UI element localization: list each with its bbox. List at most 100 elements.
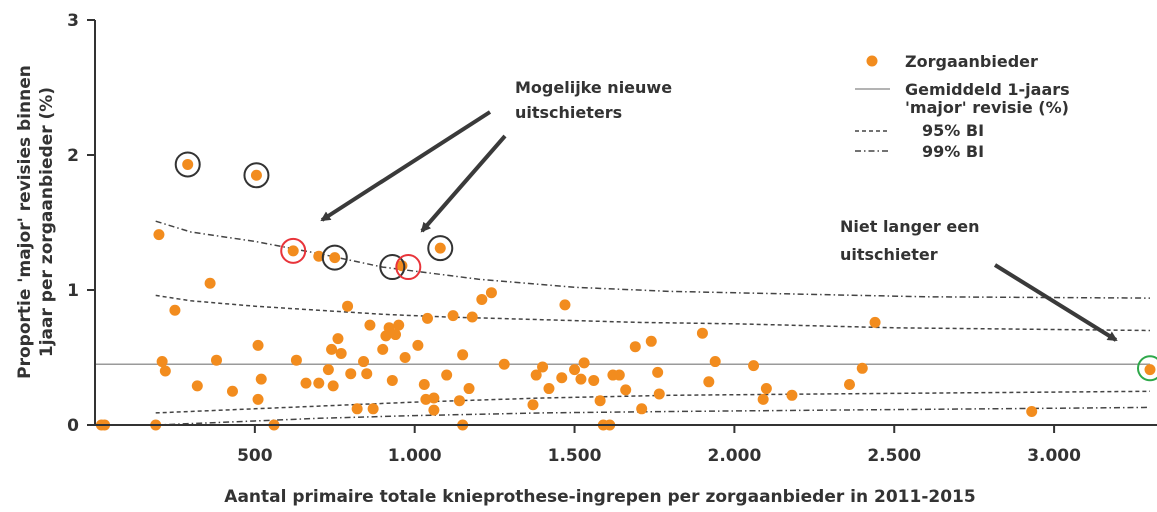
data-point bbox=[412, 339, 424, 351]
highlight-circle-red bbox=[395, 254, 422, 281]
x-axis-ticks: 500 1.000 1.500 2.000 2.500 3.000 bbox=[237, 425, 1081, 466]
data-point bbox=[1026, 406, 1038, 417]
data-point bbox=[757, 393, 769, 405]
data-point bbox=[182, 158, 194, 170]
data-point bbox=[498, 358, 510, 370]
data-point bbox=[527, 399, 539, 411]
arrow-nieuwe-left bbox=[320, 110, 492, 222]
data-point bbox=[290, 354, 302, 366]
highlight-circles bbox=[174, 151, 1157, 382]
data-point bbox=[226, 385, 238, 397]
data-point bbox=[786, 389, 798, 401]
highlight-circle-black bbox=[379, 254, 406, 281]
data-point bbox=[428, 392, 440, 404]
data-point bbox=[300, 377, 312, 389]
data-point bbox=[169, 304, 181, 316]
data-point bbox=[418, 379, 430, 390]
data-points bbox=[95, 158, 1156, 431]
highlight-circle-black bbox=[243, 162, 270, 189]
data-point bbox=[559, 299, 571, 311]
data-point bbox=[476, 293, 488, 305]
annotation-niet-langer-line1: Niet langer een bbox=[840, 217, 979, 236]
data-point bbox=[434, 242, 446, 254]
data-point bbox=[156, 356, 168, 368]
data-point bbox=[153, 229, 165, 241]
data-point bbox=[326, 343, 338, 355]
data-point bbox=[386, 374, 398, 386]
data-point bbox=[345, 368, 357, 380]
y-tick-label: 2 bbox=[67, 146, 79, 166]
data-point bbox=[358, 356, 370, 368]
legend-label-mean: Gemiddeld 1-jaars bbox=[905, 80, 1070, 99]
arrow-niet-langer bbox=[993, 263, 1118, 342]
data-point bbox=[393, 319, 405, 331]
data-point bbox=[760, 383, 772, 395]
ci95-lower-line bbox=[155, 390, 1151, 414]
data-point bbox=[367, 403, 379, 415]
x-axis-title: Aantal primaire totale knieprothese-ingr… bbox=[224, 487, 975, 507]
data-point bbox=[351, 403, 363, 415]
data-point bbox=[287, 245, 299, 257]
data-point bbox=[204, 277, 216, 289]
legend-label-99: 99% BI bbox=[922, 142, 984, 161]
data-point bbox=[1144, 364, 1156, 376]
highlight-circle-green bbox=[1137, 355, 1157, 382]
data-point bbox=[322, 364, 334, 376]
data-point bbox=[578, 357, 590, 369]
ci95-upper-line bbox=[155, 294, 1151, 332]
data-point bbox=[575, 373, 587, 385]
y-tick-label: 3 bbox=[67, 11, 79, 31]
data-point bbox=[530, 369, 542, 381]
highlight-circle-black bbox=[427, 235, 454, 262]
data-point bbox=[332, 333, 344, 345]
data-point bbox=[210, 354, 222, 366]
legend-label-mean-line2: 'major' revisie (%) bbox=[905, 98, 1069, 117]
legend-label-95: 95% BI bbox=[922, 121, 984, 140]
data-point bbox=[313, 250, 325, 262]
data-point bbox=[652, 366, 664, 378]
data-point bbox=[252, 339, 264, 351]
data-point bbox=[869, 316, 881, 328]
confidence-interval-lines bbox=[155, 220, 1151, 426]
data-point bbox=[645, 335, 657, 347]
arrow-nieuwe-right bbox=[420, 134, 507, 233]
data-point bbox=[463, 383, 475, 395]
legend-label-zorgaanbieder: Zorgaanbieder bbox=[905, 52, 1038, 71]
data-point bbox=[313, 377, 325, 389]
data-point bbox=[636, 403, 648, 415]
data-point bbox=[327, 380, 339, 392]
data-point bbox=[843, 379, 855, 390]
ci99-lower-line bbox=[155, 406, 1151, 426]
x-tick-label: 500 bbox=[237, 446, 273, 466]
data-point bbox=[250, 169, 262, 181]
data-point bbox=[457, 349, 469, 361]
data-point bbox=[709, 356, 721, 368]
data-point bbox=[377, 343, 389, 355]
data-point bbox=[447, 310, 459, 322]
y-axis-title-line2: 1jaar per zorgaanbieder (%) bbox=[37, 87, 57, 357]
y-axis-title-line1: Proportie 'major' revisies binnen bbox=[15, 65, 35, 379]
data-point bbox=[466, 311, 478, 323]
ci99-upper-line bbox=[155, 220, 1151, 299]
data-point bbox=[594, 395, 606, 407]
data-point bbox=[255, 373, 267, 385]
data-point bbox=[629, 341, 641, 353]
data-point bbox=[703, 376, 715, 388]
data-point bbox=[653, 388, 665, 400]
annotation-niet-langer-line2: uitschieter bbox=[840, 245, 938, 264]
data-point bbox=[421, 312, 433, 324]
data-point bbox=[390, 329, 402, 341]
data-point bbox=[159, 365, 171, 377]
data-point bbox=[556, 372, 568, 384]
annotation-nieuwe-line2: uitschieters bbox=[515, 103, 622, 122]
highlight-circle-red bbox=[280, 237, 307, 264]
x-tick-label: 2.500 bbox=[867, 446, 921, 466]
y-tick-label: 0 bbox=[67, 416, 79, 436]
x-tick-label: 2.000 bbox=[708, 446, 762, 466]
legend-marker-point bbox=[866, 55, 878, 67]
data-point bbox=[399, 352, 411, 363]
data-point bbox=[696, 327, 708, 339]
data-point bbox=[361, 368, 373, 380]
data-point bbox=[748, 360, 760, 372]
